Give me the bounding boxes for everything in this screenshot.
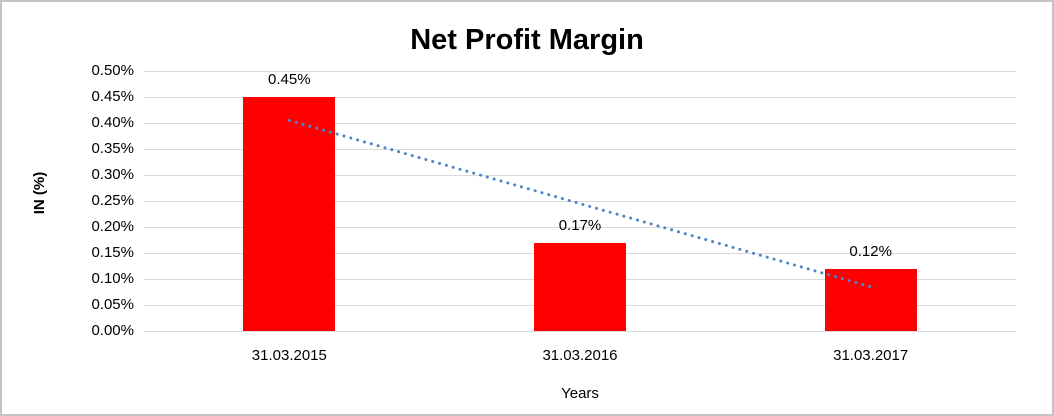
x-axis-category-label: 31.03.2016 — [542, 347, 618, 364]
gridline — [144, 149, 1016, 150]
gridline — [144, 175, 1016, 176]
bar-1 — [534, 242, 626, 331]
gridline — [144, 97, 1016, 98]
gridline — [144, 123, 1016, 124]
bar-0 — [243, 97, 336, 331]
x-axis-category-label: 31.03.2017 — [833, 347, 909, 364]
plot-area: 0.45% 0.17% 0.12% — [144, 71, 1016, 332]
y-axis-tick-label: 0.35% — [91, 140, 134, 157]
trendline — [287, 118, 873, 289]
y-axis-tick-label: 0.10% — [91, 270, 134, 287]
y-axis-tick-label: 0.40% — [91, 114, 134, 131]
bar-data-label: 0.17% — [558, 216, 602, 234]
y-axis-title: IN (%) — [31, 171, 48, 215]
y-axis-tick-label: 0.25% — [91, 192, 134, 209]
x-axis-category-label: 31.03.2015 — [251, 347, 327, 364]
y-axis-tick-label: 0.05% — [91, 296, 134, 313]
gridline — [144, 227, 1016, 228]
y-axis-tick-label: 0.50% — [91, 62, 134, 79]
x-axis-title: Years — [561, 385, 599, 402]
gridline — [144, 71, 1016, 72]
y-axis-tick-label: 0.20% — [91, 218, 134, 235]
gridline — [144, 331, 1016, 332]
bar-data-label: 0.12% — [849, 242, 892, 260]
y-axis-tick-label: 0.15% — [91, 244, 134, 261]
chart-title: Net Profit Margin — [410, 24, 644, 56]
bar-2 — [824, 268, 917, 331]
gridline — [144, 201, 1016, 202]
y-axis-tick-label: 0.30% — [91, 166, 134, 183]
bar-data-label: 0.45% — [268, 71, 311, 88]
y-axis-tick-label: 0.45% — [91, 88, 134, 105]
y-axis-tick-label: 0.00% — [91, 322, 134, 339]
